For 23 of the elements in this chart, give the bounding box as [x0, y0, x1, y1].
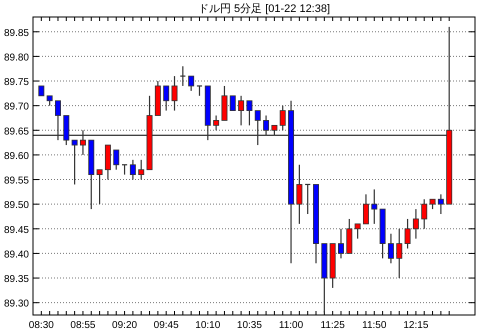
x-tick-label: 09:45	[154, 320, 180, 331]
y-tick-label: 89.60	[4, 150, 30, 162]
y-tick-label: 89.30	[4, 298, 30, 310]
x-tick-label: 08:55	[70, 320, 96, 331]
x-tick-label: 12:15	[403, 320, 429, 331]
chart-title: ドル円 5分足 [01-22 12:38]	[198, 3, 330, 15]
x-tick-label: 10:10	[195, 320, 221, 331]
y-tick-label: 89.50	[4, 200, 30, 212]
x-tick-label: 08:30	[28, 320, 54, 331]
x-tick-label: 09:20	[112, 320, 138, 331]
x-tick-label: 11:50	[362, 320, 387, 331]
y-tick-label: 89.85	[4, 28, 30, 39]
y-tick-label: 89.80	[4, 52, 30, 64]
y-tick-label: 89.55	[4, 176, 30, 187]
y-tick-label: 89.35	[4, 274, 30, 286]
y-tick-label: 89.70	[4, 102, 30, 113]
x-tick-label: 10:35	[236, 320, 262, 331]
x-tick-label: 11:25	[320, 320, 346, 331]
y-tick-label: 89.75	[4, 77, 30, 88]
y-tick-label: 89.40	[4, 249, 30, 260]
y-tick-label: 89.65	[4, 126, 30, 138]
y-tick-label: 89.45	[4, 224, 30, 236]
x-tick-label: 11:00	[278, 320, 304, 331]
